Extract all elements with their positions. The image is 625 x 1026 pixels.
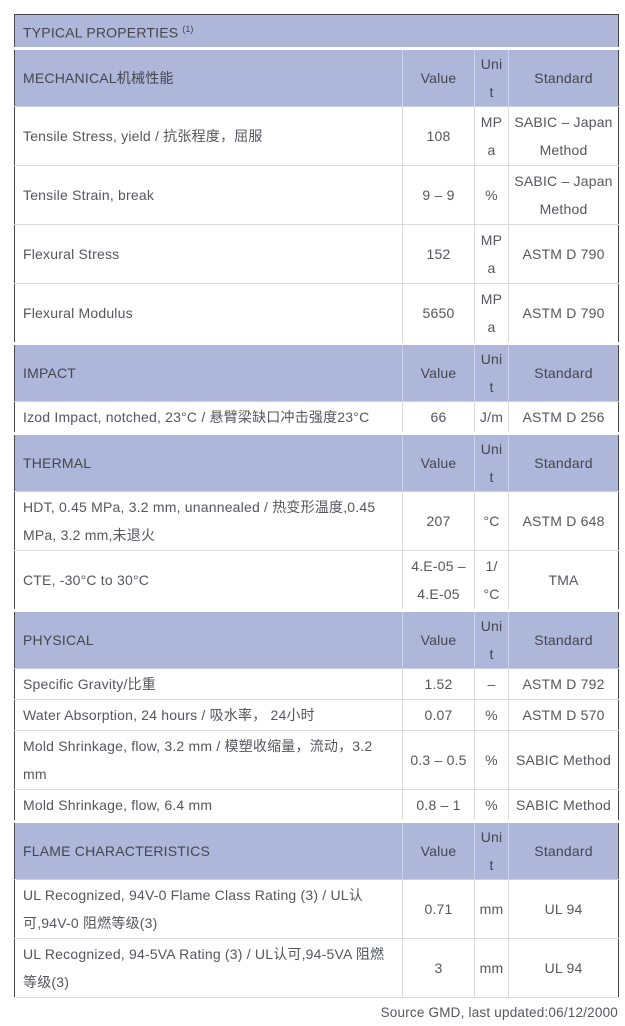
unit-cell: mm — [474, 938, 509, 998]
unit-cell: % — [474, 165, 509, 225]
value-cell: 0.07 — [402, 699, 475, 731]
column-header-standard: Standard — [507, 46, 619, 107]
value-cell: 1.52 — [402, 668, 475, 700]
unit-cell: – — [474, 668, 509, 700]
column-header-value: Value — [402, 431, 475, 492]
unit-cell: % — [474, 730, 509, 790]
property-cell: HDT, 0.45 MPa, 3.2 mm, unannealed / 热变形温… — [14, 491, 403, 551]
unit-cell: MPa — [474, 224, 509, 284]
column-header-standard: Standard — [507, 341, 619, 402]
property-cell: Water Absorption, 24 hours / 吸水率， 24小时 — [14, 699, 403, 731]
standard-cell: SABIC Method — [507, 789, 619, 822]
property-cell: Tensile Strain, break — [14, 165, 403, 225]
column-header-value: Value — [402, 608, 475, 669]
property-cell: Izod Impact, notched, 23°C / 悬臂梁缺口冲击强度23… — [14, 401, 403, 434]
column-header-value: Value — [402, 46, 475, 107]
unit-cell: % — [474, 699, 509, 731]
standard-cell: UL 94 — [507, 938, 619, 998]
column-header-standard: Standard — [507, 819, 619, 880]
typical-properties-table: TYPICAL PROPERTIES (1) MECHANICAL机械性能 Valu… — [14, 14, 620, 998]
unit-cell: % — [474, 789, 509, 822]
standard-cell: ASTM D 256 — [507, 401, 619, 434]
unit-cell: 1/°C — [474, 550, 509, 611]
section-header-label: FLAME CHARACTERISTICS — [14, 819, 403, 880]
value-cell: 0.8 – 1 — [402, 789, 475, 822]
value-cell: 207 — [402, 491, 475, 551]
section-header-row: MECHANICAL机械性能 Value Unit Standard — [14, 46, 619, 107]
column-header-unit: Unit — [474, 608, 509, 669]
value-cell: 66 — [402, 401, 475, 434]
property-cell: UL Recognized, 94V-0 Flame Class Rating … — [14, 879, 403, 939]
value-cell: 108 — [402, 106, 475, 166]
property-cell: CTE, -30°C to 30°C — [14, 550, 403, 611]
standard-cell: ASTM D 792 — [507, 668, 619, 700]
table-title: TYPICAL PROPERTIES — [23, 24, 179, 41]
table-title-footnote-marker: (1) — [182, 24, 194, 34]
property-cell: Flexural Stress — [14, 224, 403, 284]
standard-cell: SABIC Method — [507, 730, 619, 790]
section-header-label: IMPACT — [14, 341, 403, 402]
table-title-row: TYPICAL PROPERTIES (1) — [14, 14, 619, 50]
section-header-label: PHYSICAL — [14, 608, 403, 669]
property-cell: Specific Gravity/比重 — [14, 668, 403, 700]
table-row: Mold Shrinkage, flow, 3.2 mm / 模塑收缩量，流动，… — [14, 730, 619, 790]
table-row: Flexural Modulus 5650 MPa ASTM D 790 — [14, 283, 619, 344]
unit-cell: mm — [474, 879, 509, 939]
property-cell: Mold Shrinkage, flow, 6.4 mm — [14, 789, 403, 822]
unit-cell: MPa — [474, 283, 509, 344]
section-header-label: THERMAL — [14, 431, 403, 492]
table-row: Izod Impact, notched, 23°C / 悬臂梁缺口冲击强度23… — [14, 401, 619, 434]
table-row: Water Absorption, 24 hours / 吸水率， 24小时 0.… — [14, 699, 619, 731]
table-row: Mold Shrinkage, flow, 6.4 mm 0.8 – 1% SABI… — [14, 789, 619, 822]
standard-cell: ASTM D 570 — [507, 699, 619, 731]
table-row: Tensile Strain, break 9 – 9% SABIC – Japan… — [14, 165, 619, 225]
value-cell: 9 – 9 — [402, 165, 475, 225]
value-cell: 4.E-05 – 4.E-05 — [402, 550, 475, 611]
table-row: HDT, 0.45 MPa, 3.2 mm, unannealed / 热变形温… — [14, 491, 619, 551]
standard-cell: TMA — [507, 550, 619, 611]
section-header-row: FLAME CHARACTERISTICS Value Unit Standard — [14, 819, 619, 880]
standard-cell: ASTM D 790 — [507, 283, 619, 344]
table-row: Specific Gravity/比重 1.52– ASTM D 792 — [14, 668, 619, 700]
column-header-unit: Unit — [474, 431, 509, 492]
table-row: UL Recognized, 94V-0 Flame Class Rating … — [14, 879, 619, 939]
table-body: TYPICAL PROPERTIES (1) MECHANICAL机械性能 Valu… — [14, 14, 619, 998]
column-header-standard: Standard — [507, 431, 619, 492]
section-header-row: THERMAL Value Unit Standard — [14, 431, 619, 492]
value-cell: 0.71 — [402, 879, 475, 939]
column-header-unit: Unit — [474, 819, 509, 880]
column-header-standard: Standard — [507, 608, 619, 669]
table-row: Tensile Stress, yield / 抗张程度，屈服 108 MPa SAB… — [14, 106, 619, 166]
standard-cell: SABIC – Japan Method — [507, 165, 619, 225]
value-cell: 0.3 – 0.5 — [402, 730, 475, 790]
table-row: UL Recognized, 94-5VA Rating (3) / UL认可,… — [14, 938, 619, 998]
table-title-cell: TYPICAL PROPERTIES (1) — [14, 14, 619, 50]
table-row: CTE, -30°C to 30°C 4.E-05 – 4.E-05 1/°C TMA — [14, 550, 619, 611]
column-header-value: Value — [402, 341, 475, 402]
table-row: Flexural Stress 152 MPa ASTM D 790 — [14, 224, 619, 284]
value-cell: 152 — [402, 224, 475, 284]
standard-cell: UL 94 — [507, 879, 619, 939]
property-cell: UL Recognized, 94-5VA Rating (3) / UL认可,… — [14, 938, 403, 998]
unit-cell: °C — [474, 491, 509, 551]
column-header-value: Value — [402, 819, 475, 880]
property-cell: Tensile Stress, yield / 抗张程度，屈服 — [14, 106, 403, 166]
unit-cell: J/m — [474, 401, 509, 434]
property-cell: Flexural Modulus — [14, 283, 403, 344]
source-note: Source GMD, last updated:06/12/2000 — [380, 1004, 618, 1020]
value-cell: 5650 — [402, 283, 475, 344]
section-header-label: MECHANICAL机械性能 — [14, 46, 403, 107]
column-header-unit: Unit — [474, 341, 509, 402]
property-cell: Mold Shrinkage, flow, 3.2 mm / 模塑收缩量，流动，… — [14, 730, 403, 790]
section-header-row: IMPACT Value Unit Standard — [14, 341, 619, 402]
standard-cell: ASTM D 648 — [507, 491, 619, 551]
unit-cell: MPa — [474, 106, 509, 166]
standard-cell: ASTM D 790 — [507, 224, 619, 284]
section-header-row: PHYSICAL Value Unit Standard — [14, 608, 619, 669]
value-cell: 3 — [402, 938, 475, 998]
standard-cell: SABIC – Japan Method — [507, 106, 619, 166]
column-header-unit: Unit — [474, 46, 509, 107]
